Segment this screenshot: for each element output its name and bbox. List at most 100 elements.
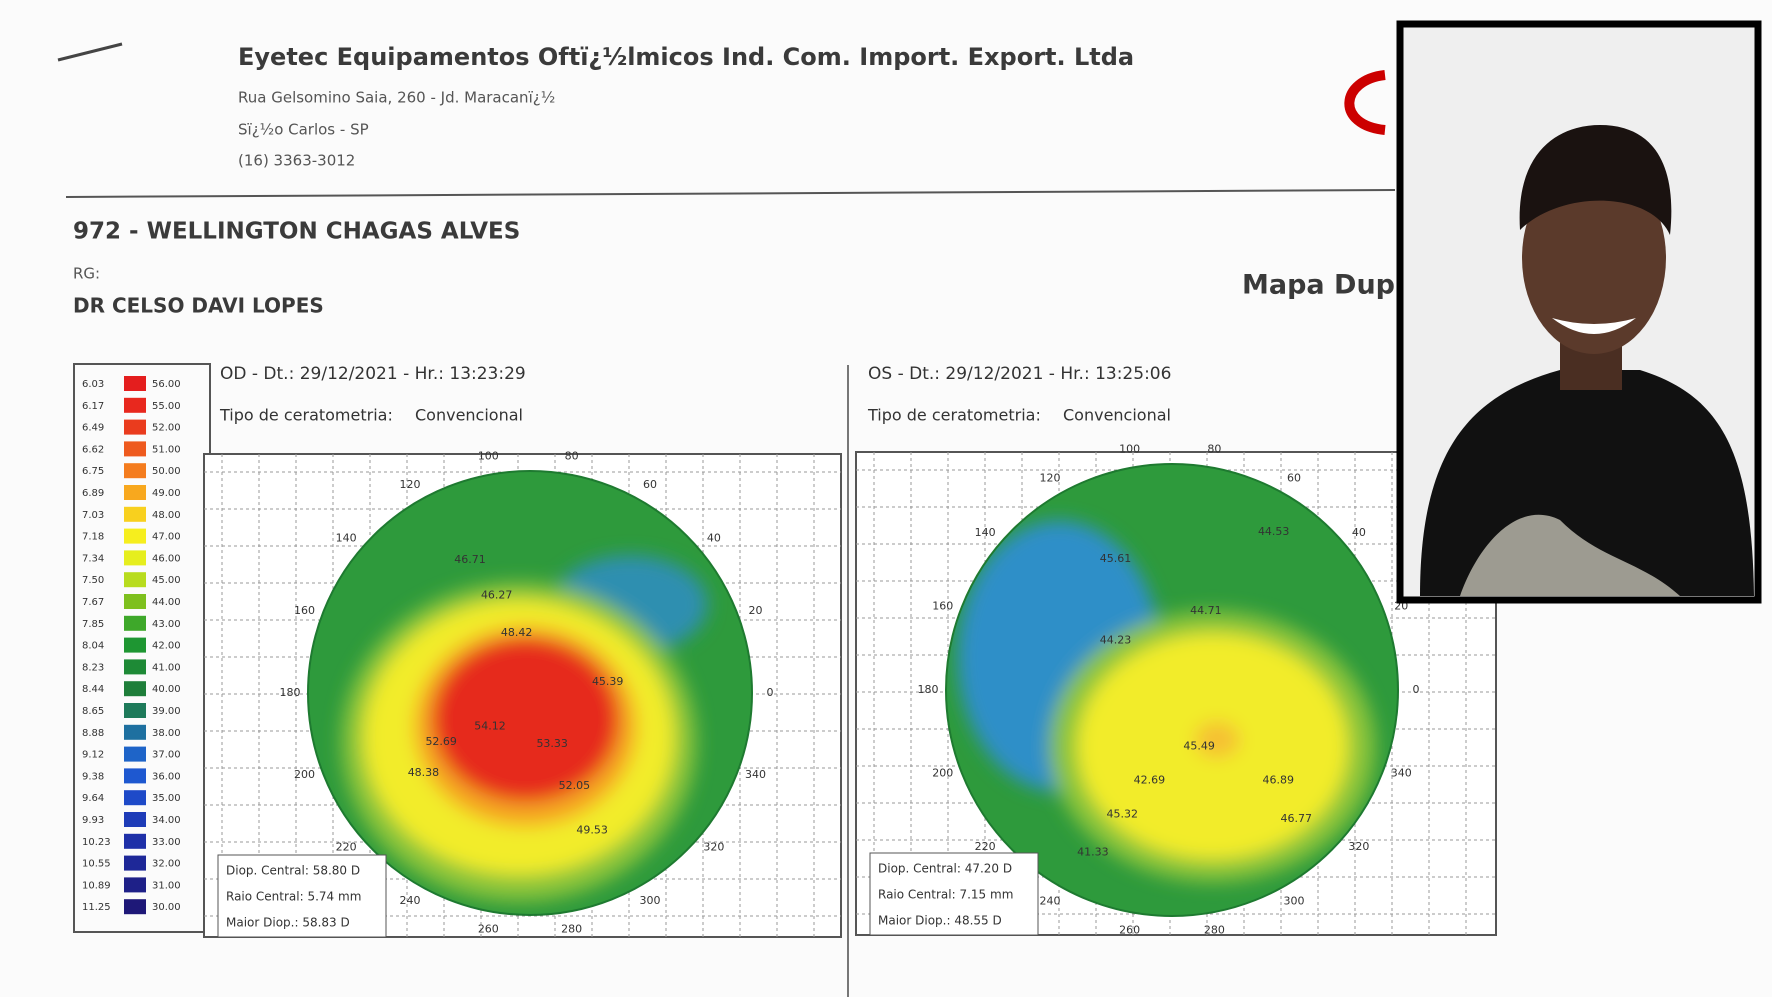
map-reading: 52.05	[559, 779, 591, 792]
map-reading: 46.77	[1281, 812, 1313, 825]
degree-label: 260	[1119, 923, 1140, 936]
degree-label: 40	[707, 532, 721, 545]
map-reading: 45.39	[592, 675, 624, 688]
legend-diopter: 37.00	[152, 750, 181, 761]
legend-swatch	[124, 855, 146, 871]
legend-swatch	[124, 506, 146, 522]
legend-radius: 6.89	[82, 488, 104, 499]
legend-swatch	[124, 376, 146, 391]
legend-radius: 8.88	[82, 728, 104, 739]
legend-diopter: 44.00	[152, 597, 181, 608]
legend-diopter: 50.00	[152, 466, 181, 477]
degree-label: 240	[400, 894, 421, 907]
rg: RG:	[73, 265, 100, 283]
keratometry-label: Tipo de ceratometria:	[219, 406, 393, 425]
legend-radius: 6.75	[82, 466, 104, 477]
legend-swatch	[124, 659, 146, 675]
degree-label: 80	[565, 450, 579, 463]
map-reading: 53.33	[536, 737, 568, 750]
address: Rua Gelsomino Saia, 260 - Jd. Maracanï¿½	[238, 89, 555, 107]
map-reading: 46.27	[481, 588, 513, 601]
legend-swatch	[124, 833, 146, 849]
patient-name: 972 - WELLINGTON CHAGAS ALVES	[73, 219, 520, 245]
legend-diopter: 38.00	[152, 728, 181, 739]
summary-box	[869, 852, 1039, 936]
legend-radius: 7.03	[82, 510, 104, 521]
legend-diopter: 52.00	[152, 423, 181, 434]
logo	[1344, 70, 1386, 135]
legend-radius: 6.03	[82, 379, 104, 390]
summary-line: Raio Central: 7.15 mm	[878, 888, 1013, 902]
legend-swatch	[124, 681, 146, 697]
summary-box	[217, 854, 387, 938]
hair	[1519, 125, 1672, 235]
map-reading: 52.69	[425, 735, 457, 748]
map-reading: 49.53	[576, 824, 608, 837]
map-header: OD - Dt.: 29/12/2021 - Hr.: 13:23:29	[220, 364, 526, 384]
keratometry-value: Convencional	[1063, 406, 1171, 425]
legend-diopter: 39.00	[152, 706, 181, 717]
degree-label: 160	[294, 604, 315, 617]
zone-red	[432, 637, 619, 802]
legend-diopter: 31.00	[152, 880, 181, 891]
legend-radius: 8.65	[82, 706, 104, 717]
smile	[1552, 318, 1636, 334]
map-reading: 44.71	[1190, 604, 1222, 617]
legend-radius: 11.25	[82, 902, 111, 913]
summary-line: Raio Central: 5.74 mm	[226, 890, 361, 904]
legend-diopter: 34.00	[152, 815, 181, 826]
face	[1522, 162, 1666, 354]
degree-label: 180	[280, 686, 301, 699]
degree-label: 40	[1352, 526, 1366, 539]
legend-swatch	[124, 812, 146, 827]
topography-map	[308, 471, 752, 915]
legend-swatch	[124, 419, 146, 435]
company: Eyetec Equipamentos Oftï¿½lmicos Ind. Co…	[238, 43, 1134, 71]
degree-label: 200	[294, 768, 315, 781]
legend-radius: 8.44	[82, 684, 104, 695]
legend-diopter: 46.00	[152, 553, 181, 564]
summary-line: Diop. Central: 58.80 D	[226, 864, 360, 878]
keratometry-value: Convencional	[415, 406, 523, 425]
degree-label: 240	[1040, 894, 1061, 907]
legend-radius: 7.85	[82, 619, 104, 630]
report-title: Mapa Dup	[1242, 270, 1395, 301]
legend-swatch	[124, 528, 146, 544]
degree-label: 200	[932, 766, 953, 779]
legend-swatch	[124, 768, 146, 784]
map-outline	[945, 463, 1399, 917]
map-blur	[341, 555, 708, 902]
map-outline	[307, 470, 753, 916]
legend-swatch	[124, 594, 146, 609]
doctor: DR CELSO DAVI LOPES	[73, 294, 324, 318]
legend-radius: 9.64	[82, 793, 104, 804]
legend-radius: 10.89	[82, 880, 111, 891]
degree-label: 80	[1207, 443, 1221, 456]
degree-label: 20	[749, 604, 763, 617]
legend-radius: 7.67	[82, 597, 104, 608]
degree-label: 120	[400, 478, 421, 491]
pen-mark	[57, 42, 123, 62]
legend-radius: 9.12	[82, 750, 104, 761]
summary-line: Maior Diop.: 48.55 D	[878, 914, 1002, 928]
photo	[1396, 20, 1762, 604]
degree-label: 280	[1204, 923, 1225, 936]
degree-label: 60	[1287, 472, 1301, 485]
legend-swatch	[124, 877, 146, 893]
legend-diopter: 47.00	[152, 532, 181, 543]
legend-swatch	[124, 724, 146, 740]
legend-swatch	[124, 397, 146, 413]
legend-radius: 6.62	[82, 444, 104, 455]
degree-label: 100	[478, 450, 499, 463]
degree-label: 140	[336, 532, 357, 545]
legend-diopter: 33.00	[152, 837, 181, 848]
zone-orange	[1194, 721, 1240, 758]
map-reading: 46.71	[454, 553, 486, 566]
legend-diopter: 35.00	[152, 793, 181, 804]
map-reading: 48.42	[501, 626, 533, 639]
degree-label: 60	[643, 478, 657, 491]
legend-radius: 9.38	[82, 771, 104, 782]
legend-diopter: 56.00	[152, 379, 181, 390]
degree-label: 340	[745, 768, 766, 781]
